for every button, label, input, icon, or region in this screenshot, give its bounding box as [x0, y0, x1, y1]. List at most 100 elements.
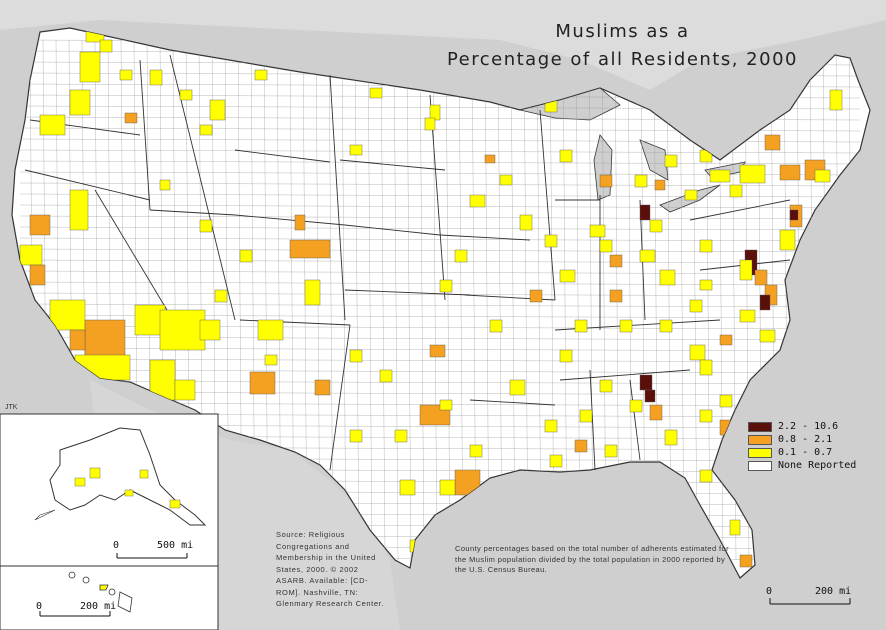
shaded-county — [79, 51, 101, 83]
legend-item-high: 2.2 - 10.6 — [748, 420, 856, 433]
alaska-scale-end: 500 mi — [157, 540, 194, 551]
title-line-2: Percentage of all Residents, 2000 — [446, 49, 798, 70]
shaded-counties — [19, 29, 843, 568]
shaded-county — [179, 89, 193, 101]
legend-swatch — [748, 421, 772, 432]
shaded-county — [257, 319, 284, 341]
shaded-county — [719, 334, 733, 346]
shaded-borough — [74, 477, 86, 487]
shaded-county — [544, 234, 558, 248]
shaded-county — [99, 39, 113, 53]
shaded-county — [739, 164, 766, 184]
shaded-county — [609, 254, 623, 268]
shaded-county — [519, 214, 533, 231]
legend-label: None Reported — [778, 460, 857, 471]
shaded-county — [779, 229, 796, 251]
shaded-county — [254, 69, 268, 81]
shaded-county — [369, 87, 383, 99]
shaded-county — [829, 89, 843, 111]
hawaii-scale-start: 0 — [36, 601, 43, 612]
legend-label: 0.8 - 2.1 — [778, 434, 833, 445]
shaded-borough — [139, 469, 149, 479]
shaded-county — [599, 239, 613, 253]
shaded-county — [589, 224, 606, 238]
alaska-scale-start: 0 — [113, 540, 120, 551]
legend-swatch — [748, 434, 772, 445]
shaded-county — [604, 444, 618, 458]
shaded-county — [684, 189, 698, 201]
canada-land — [0, 0, 886, 90]
shaded-county — [69, 89, 91, 116]
shaded-county — [609, 289, 623, 303]
shaded-county — [574, 439, 588, 453]
shaded-county — [639, 249, 656, 263]
shaded-county — [29, 264, 46, 286]
shaded-county — [644, 389, 656, 403]
shaded-county — [639, 204, 651, 221]
shaded-county — [314, 379, 331, 396]
shaded-county — [499, 174, 513, 186]
legend-label: 0.1 - 0.7 — [778, 447, 833, 458]
shaded-county — [294, 214, 306, 231]
shaded-county — [209, 99, 226, 121]
shaded-county — [289, 239, 331, 259]
shaded-county — [394, 429, 408, 443]
shaded-county — [469, 194, 486, 208]
shaded-county — [659, 269, 676, 286]
shaded-county — [619, 319, 633, 333]
shaded-county — [84, 319, 126, 361]
shaded-county — [124, 112, 138, 124]
shaded-borough — [124, 489, 134, 497]
shaded-county — [69, 329, 86, 351]
title-line-1: Muslims as a — [555, 21, 690, 42]
alaska-shape — [49, 427, 207, 526]
shaded-county — [304, 279, 321, 306]
shaded-county — [739, 554, 753, 568]
shaded-county — [649, 404, 663, 421]
shaded-county — [699, 469, 713, 483]
source-citation: Source: Religious Congregations and Memb… — [276, 530, 384, 608]
shaded-county — [579, 409, 593, 423]
shaded-county — [239, 249, 253, 263]
shaded-county — [49, 299, 86, 331]
shaded-county — [484, 154, 496, 164]
shaded-county — [559, 269, 576, 283]
shaded-county — [159, 309, 206, 351]
shaded-county — [119, 69, 133, 81]
shaded-county — [39, 114, 66, 136]
shaded-county — [199, 124, 213, 136]
shaded-county — [699, 359, 713, 376]
hawaii-scale-end: 200 mi — [80, 601, 117, 612]
shaded-county — [599, 174, 613, 188]
legend-item-none: None Reported — [748, 459, 856, 472]
shaded-county — [199, 219, 213, 233]
shaded-county — [349, 429, 363, 443]
shaded-county — [379, 369, 393, 383]
shaded-county — [199, 319, 221, 341]
shaded-county — [249, 371, 276, 395]
author-credit: JTK — [5, 404, 18, 411]
shaded-county — [664, 154, 678, 168]
shaded-county — [69, 189, 89, 231]
shaded-county — [789, 209, 799, 221]
hawaii-inset-frame — [0, 565, 219, 630]
main-scale-start: 0 — [766, 586, 773, 597]
shaded-county — [689, 344, 706, 361]
alaska-shaded-boroughs — [74, 467, 181, 509]
shaded-county — [439, 399, 453, 411]
shaded-county — [729, 519, 741, 536]
shaded-county — [489, 319, 503, 333]
hawaii-islands — [68, 571, 133, 613]
legend-item-low: 0.1 - 0.7 — [748, 446, 856, 459]
shaded-county — [664, 429, 678, 446]
shaded-county — [639, 374, 653, 391]
shaded-county — [29, 214, 51, 236]
shaded-county — [719, 394, 733, 408]
shaded-county — [469, 444, 483, 458]
shaded-county — [739, 309, 756, 323]
shaded-county — [19, 244, 43, 266]
shaded-county — [439, 279, 453, 293]
shaded-county — [764, 134, 781, 151]
shaded-county — [214, 289, 228, 303]
